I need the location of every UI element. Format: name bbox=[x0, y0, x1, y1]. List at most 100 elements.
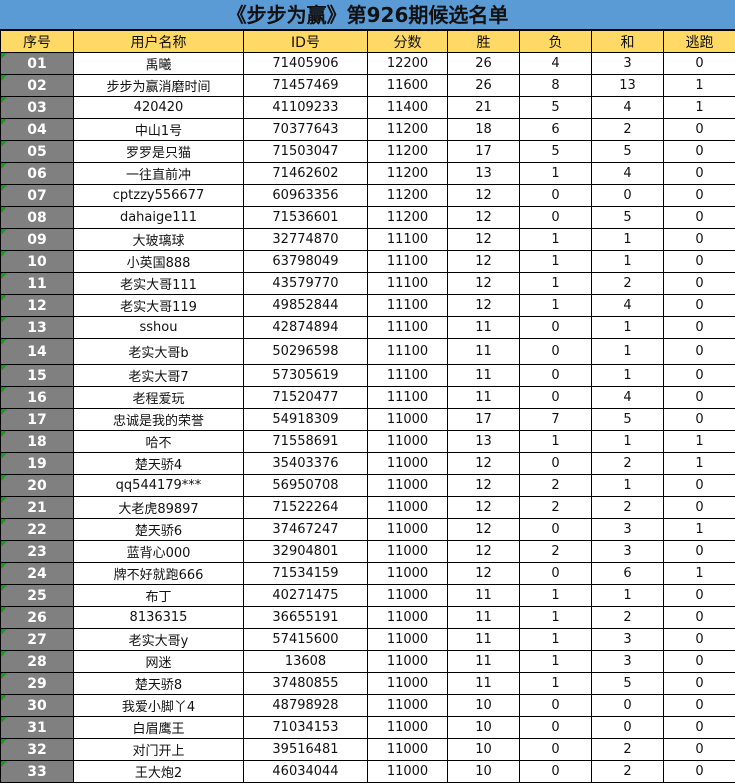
cell-losses[interactable]: 8 bbox=[519, 74, 592, 97]
cell-wins[interactable]: 11 bbox=[447, 386, 520, 409]
cell-score[interactable]: 11000 bbox=[367, 760, 448, 783]
cell-escapes[interactable]: 0 bbox=[663, 294, 735, 317]
cell-draws[interactable]: 5 bbox=[591, 140, 664, 163]
cell-index[interactable]: 19 bbox=[0, 452, 74, 475]
cell-escapes[interactable]: 1 bbox=[663, 96, 735, 119]
cell-losses[interactable]: 4 bbox=[519, 52, 592, 75]
cell-index[interactable]: 14 bbox=[0, 338, 74, 365]
cell-username[interactable]: 大老虎89897 bbox=[73, 496, 244, 519]
cell-username[interactable]: 420420 bbox=[73, 96, 244, 119]
cell-id[interactable]: 71503047 bbox=[243, 140, 368, 163]
cell-username[interactable]: 白眉鹰王 bbox=[73, 716, 244, 739]
cell-id[interactable]: 70377643 bbox=[243, 118, 368, 141]
cell-score[interactable]: 11000 bbox=[367, 606, 448, 629]
cell-losses[interactable]: 1 bbox=[519, 672, 592, 695]
cell-escapes[interactable]: 1 bbox=[663, 430, 735, 453]
cell-username[interactable]: 楚天骄8 bbox=[73, 672, 244, 695]
cell-escapes[interactable]: 0 bbox=[663, 760, 735, 783]
cell-draws[interactable]: 0 bbox=[591, 184, 664, 207]
cell-escapes[interactable]: 0 bbox=[663, 628, 735, 651]
cell-index[interactable]: 07 bbox=[0, 184, 74, 207]
cell-index[interactable]: 13 bbox=[0, 316, 74, 339]
cell-score[interactable]: 11000 bbox=[367, 694, 448, 717]
cell-score[interactable]: 11100 bbox=[367, 364, 448, 387]
cell-wins[interactable]: 11 bbox=[447, 606, 520, 629]
cell-escapes[interactable]: 0 bbox=[663, 584, 735, 607]
cell-draws[interactable]: 2 bbox=[591, 738, 664, 761]
header-draws[interactable]: 和 bbox=[591, 30, 664, 53]
cell-losses[interactable]: 1 bbox=[519, 294, 592, 317]
cell-username[interactable]: 小英国888 bbox=[73, 250, 244, 273]
cell-username[interactable]: 禹曦 bbox=[73, 52, 244, 75]
cell-id[interactable]: 46034044 bbox=[243, 760, 368, 783]
cell-wins[interactable]: 11 bbox=[447, 364, 520, 387]
cell-username[interactable]: 罗罗是只猫 bbox=[73, 140, 244, 163]
cell-index[interactable]: 04 bbox=[0, 118, 74, 141]
cell-draws[interactable]: 1 bbox=[591, 316, 664, 339]
cell-losses[interactable]: 0 bbox=[519, 694, 592, 717]
cell-draws[interactable]: 4 bbox=[591, 386, 664, 409]
cell-escapes[interactable]: 0 bbox=[663, 474, 735, 497]
cell-username[interactable]: 王大炮2 bbox=[73, 760, 244, 783]
cell-index[interactable]: 15 bbox=[0, 364, 74, 387]
cell-draws[interactable]: 1 bbox=[591, 430, 664, 453]
cell-losses[interactable]: 1 bbox=[519, 250, 592, 273]
header-id[interactable]: ID号 bbox=[243, 30, 368, 53]
cell-losses[interactable]: 1 bbox=[519, 606, 592, 629]
cell-wins[interactable]: 26 bbox=[447, 74, 520, 97]
cell-losses[interactable]: 0 bbox=[519, 760, 592, 783]
cell-losses[interactable]: 1 bbox=[519, 272, 592, 295]
cell-losses[interactable]: 0 bbox=[519, 562, 592, 585]
cell-index[interactable]: 25 bbox=[0, 584, 74, 607]
cell-losses[interactable]: 0 bbox=[519, 364, 592, 387]
cell-id[interactable]: 71520477 bbox=[243, 386, 368, 409]
cell-score[interactable]: 11000 bbox=[367, 716, 448, 739]
cell-id[interactable]: 71457469 bbox=[243, 74, 368, 97]
cell-escapes[interactable]: 0 bbox=[663, 140, 735, 163]
cell-username[interactable]: 老实大哥b bbox=[73, 338, 244, 365]
cell-index[interactable]: 03 bbox=[0, 96, 74, 119]
cell-id[interactable]: 42874894 bbox=[243, 316, 368, 339]
cell-escapes[interactable]: 0 bbox=[663, 184, 735, 207]
cell-wins[interactable]: 11 bbox=[447, 316, 520, 339]
cell-score[interactable]: 11400 bbox=[367, 96, 448, 119]
cell-index[interactable]: 10 bbox=[0, 250, 74, 273]
cell-username[interactable]: 网迷 bbox=[73, 650, 244, 673]
cell-index[interactable]: 29 bbox=[0, 672, 74, 695]
cell-draws[interactable]: 1 bbox=[591, 364, 664, 387]
cell-escapes[interactable]: 0 bbox=[663, 386, 735, 409]
cell-losses[interactable]: 5 bbox=[519, 140, 592, 163]
cell-score[interactable]: 11000 bbox=[367, 518, 448, 541]
cell-losses[interactable]: 1 bbox=[519, 584, 592, 607]
cell-index[interactable]: 31 bbox=[0, 716, 74, 739]
cell-losses[interactable]: 0 bbox=[519, 452, 592, 475]
cell-index[interactable]: 32 bbox=[0, 738, 74, 761]
cell-index[interactable]: 33 bbox=[0, 760, 74, 783]
cell-wins[interactable]: 12 bbox=[447, 184, 520, 207]
cell-escapes[interactable]: 0 bbox=[663, 272, 735, 295]
cell-score[interactable]: 11000 bbox=[367, 672, 448, 695]
cell-id[interactable]: 40271475 bbox=[243, 584, 368, 607]
cell-id[interactable]: 71536601 bbox=[243, 206, 368, 229]
cell-username[interactable]: 中山1号 bbox=[73, 118, 244, 141]
cell-draws[interactable]: 1 bbox=[591, 250, 664, 273]
cell-id[interactable]: 71405906 bbox=[243, 52, 368, 75]
cell-wins[interactable]: 26 bbox=[447, 52, 520, 75]
cell-escapes[interactable]: 0 bbox=[663, 250, 735, 273]
cell-score[interactable]: 11200 bbox=[367, 184, 448, 207]
header-score[interactable]: 分数 bbox=[367, 30, 448, 53]
cell-escapes[interactable]: 1 bbox=[663, 562, 735, 585]
cell-username[interactable]: 布丁 bbox=[73, 584, 244, 607]
cell-index[interactable]: 22 bbox=[0, 518, 74, 541]
cell-draws[interactable]: 3 bbox=[591, 628, 664, 651]
cell-wins[interactable]: 11 bbox=[447, 628, 520, 651]
cell-index[interactable]: 02 bbox=[0, 74, 74, 97]
cell-wins[interactable]: 10 bbox=[447, 760, 520, 783]
cell-index[interactable]: 28 bbox=[0, 650, 74, 673]
cell-wins[interactable]: 12 bbox=[447, 294, 520, 317]
cell-score[interactable]: 11000 bbox=[367, 584, 448, 607]
cell-username[interactable]: 忠诚是我的荣誉 bbox=[73, 408, 244, 431]
cell-wins[interactable]: 12 bbox=[447, 562, 520, 585]
cell-losses[interactable]: 0 bbox=[519, 716, 592, 739]
cell-wins[interactable]: 18 bbox=[447, 118, 520, 141]
